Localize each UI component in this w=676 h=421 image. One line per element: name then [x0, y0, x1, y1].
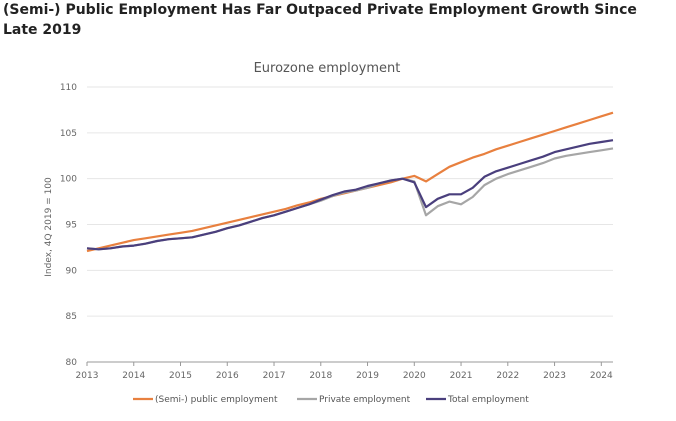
x-tick-label: 2016 — [216, 371, 239, 381]
y-tick-label: 110 — [60, 83, 77, 93]
series-lines — [86, 111, 614, 253]
x-tick-label: 2018 — [309, 371, 332, 381]
legend-label-1: Private employment — [319, 395, 411, 405]
y-axis-label: Index, 4Q 2019 = 100 — [44, 177, 54, 277]
x-tick-label: 2024 — [590, 371, 613, 381]
y-tick-label: 105 — [60, 129, 77, 139]
legend-label-2: Total employment — [447, 395, 529, 405]
y-tick-label: 100 — [60, 175, 77, 185]
chart-title: Eurozone employment — [254, 61, 401, 76]
x-tick-label: 2020 — [403, 371, 426, 381]
x-tick-label: 2022 — [496, 371, 519, 381]
y-tick-label: 80 — [66, 358, 78, 368]
x-tick-label: 2014 — [122, 371, 145, 381]
legend: (Semi-) public employment Private employm… — [133, 395, 529, 405]
legend-label-0: (Semi-) public employment — [155, 395, 278, 405]
gridlines — [87, 86, 613, 363]
x-tick-label: 2023 — [543, 371, 566, 381]
chart-card: Eurozone employment Index, 4Q 2019 = 100… — [0, 42, 676, 416]
x-tick-label: 2021 — [450, 371, 473, 381]
x-tick-label: 2013 — [76, 371, 99, 381]
y-tick-label: 90 — [66, 266, 78, 276]
y-tick-label: 95 — [66, 221, 77, 231]
x-tick-label: 2017 — [263, 371, 286, 381]
series-line-2 — [86, 139, 614, 251]
x-tick-label: 2015 — [169, 371, 192, 381]
eurozone-employment-chart: Eurozone employment Index, 4Q 2019 = 100… — [44, 61, 614, 405]
y-tick-label: 85 — [66, 312, 77, 322]
chart-headline: (Semi-) Public Employment Has Far Outpac… — [3, 2, 637, 38]
x-tick-labels: 2013 2014 2015 2016 2017 2018 2019 2020 2021 2022… — [76, 362, 613, 381]
y-tick-labels: 80 85 90 95 100 105 110 — [60, 83, 77, 368]
series-line-0 — [86, 111, 614, 253]
x-tick-label: 2019 — [356, 371, 379, 381]
